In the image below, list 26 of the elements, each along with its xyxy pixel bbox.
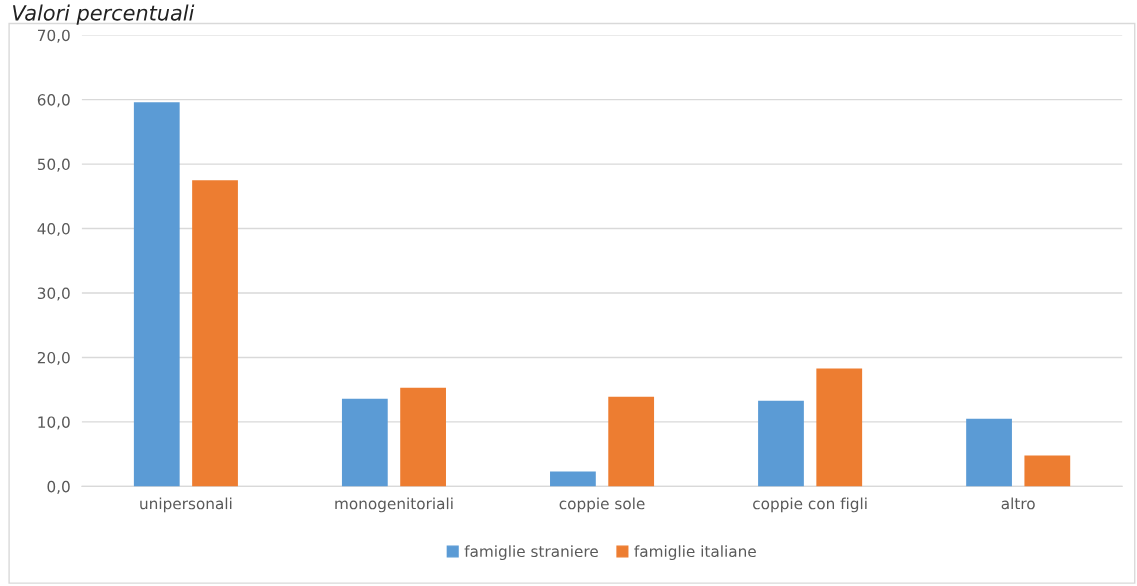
- x-tick-label: altro: [1001, 497, 1035, 510]
- bar: [1024, 455, 1071, 487]
- y-tick-label: 0,0: [47, 480, 70, 494]
- bar: [758, 400, 804, 487]
- chart-title: Valori percentuali: [13, 4, 195, 25]
- y-tick-label: 60,0: [37, 94, 70, 108]
- bar: [816, 368, 863, 487]
- bar: [550, 471, 596, 487]
- bar: [192, 180, 238, 487]
- bar: [608, 396, 655, 487]
- y-tick-label: 40,0: [37, 223, 70, 237]
- y-tick-label: 30,0: [37, 287, 70, 301]
- bar: [966, 418, 1012, 487]
- x-tick-label: unipersonali: [140, 497, 232, 513]
- bar: [133, 102, 180, 487]
- bar: [400, 387, 446, 487]
- y-tick-label: 20,0: [37, 351, 70, 366]
- y-tick-label: 10,0: [38, 416, 70, 430]
- bar: [341, 398, 388, 487]
- x-tick-label: coppie sole: [559, 497, 645, 513]
- y-tick-label: 50,0: [37, 158, 70, 172]
- x-tick-label: monogenitoriali: [335, 497, 453, 513]
- legend-label: famiglie italiane: [634, 545, 756, 561]
- y-tick-label: 70,0: [37, 29, 70, 43]
- legend-label: famiglie straniere: [464, 545, 598, 561]
- x-tick-label: coppie con figli: [753, 497, 867, 513]
